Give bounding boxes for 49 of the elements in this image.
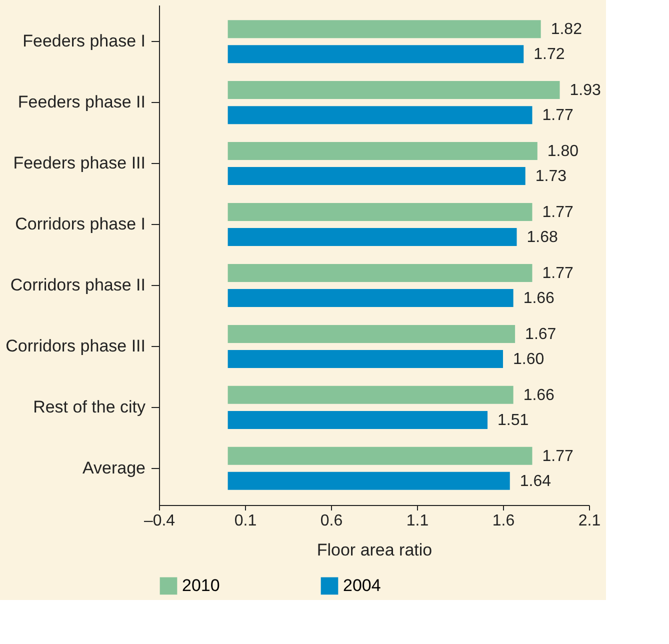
legend-label: 2004 xyxy=(343,576,381,595)
y-tick-label: Feeders phase II xyxy=(18,92,146,112)
y-tick-label: Corridors phase I xyxy=(15,214,146,234)
bar xyxy=(228,142,538,160)
bar xyxy=(228,45,524,64)
legend-label: 2010 xyxy=(182,576,220,595)
bar xyxy=(228,324,516,343)
bar xyxy=(228,228,517,246)
x-tick-label: 0.1 xyxy=(234,512,257,530)
data-label: 1.60 xyxy=(513,350,544,368)
data-label: 1.93 xyxy=(570,82,601,100)
data-label: 1.67 xyxy=(525,326,556,343)
bar xyxy=(228,81,560,100)
bar xyxy=(228,264,532,282)
data-label: 1.72 xyxy=(534,46,565,64)
y-tick-label: Feeders phase III xyxy=(13,154,146,173)
data-label: 1.68 xyxy=(526,229,558,246)
y-tick-label: Rest of the city xyxy=(33,397,146,416)
x-tick-label: 1.1 xyxy=(406,512,429,530)
data-label: 1.66 xyxy=(523,290,555,307)
x-tick-label: –0.4 xyxy=(144,512,176,530)
x-axis-title: Floor area ratio xyxy=(316,540,432,560)
data-label: 1.51 xyxy=(498,412,529,429)
data-label: 1.77 xyxy=(542,204,574,222)
y-tick-label: Feeders phase I xyxy=(22,32,146,51)
x-tick-label: 1.6 xyxy=(492,512,515,530)
x-tick-label: 2.1 xyxy=(578,512,601,530)
bar xyxy=(228,386,514,404)
bar xyxy=(228,446,532,465)
data-label: 1.73 xyxy=(535,168,567,186)
bar xyxy=(228,410,488,429)
data-label: 1.77 xyxy=(542,448,574,465)
y-tick-label: Average xyxy=(82,458,146,478)
data-label: 1.77 xyxy=(542,107,574,124)
data-label: 1.64 xyxy=(520,472,552,490)
bar xyxy=(228,472,510,490)
data-label: 1.82 xyxy=(550,21,582,38)
data-label: 1.66 xyxy=(523,386,555,404)
bar xyxy=(228,203,532,222)
bar xyxy=(228,350,503,368)
bar xyxy=(228,106,532,124)
y-tick-label: Corridors phase III xyxy=(6,336,146,356)
data-label: 1.80 xyxy=(547,143,579,160)
x-tick-label: 0.6 xyxy=(320,512,343,530)
data-label: 1.77 xyxy=(542,264,574,282)
bar xyxy=(228,288,514,307)
bar xyxy=(228,167,526,186)
y-tick-label: Corridors phase II xyxy=(10,275,146,294)
bar xyxy=(228,20,541,38)
